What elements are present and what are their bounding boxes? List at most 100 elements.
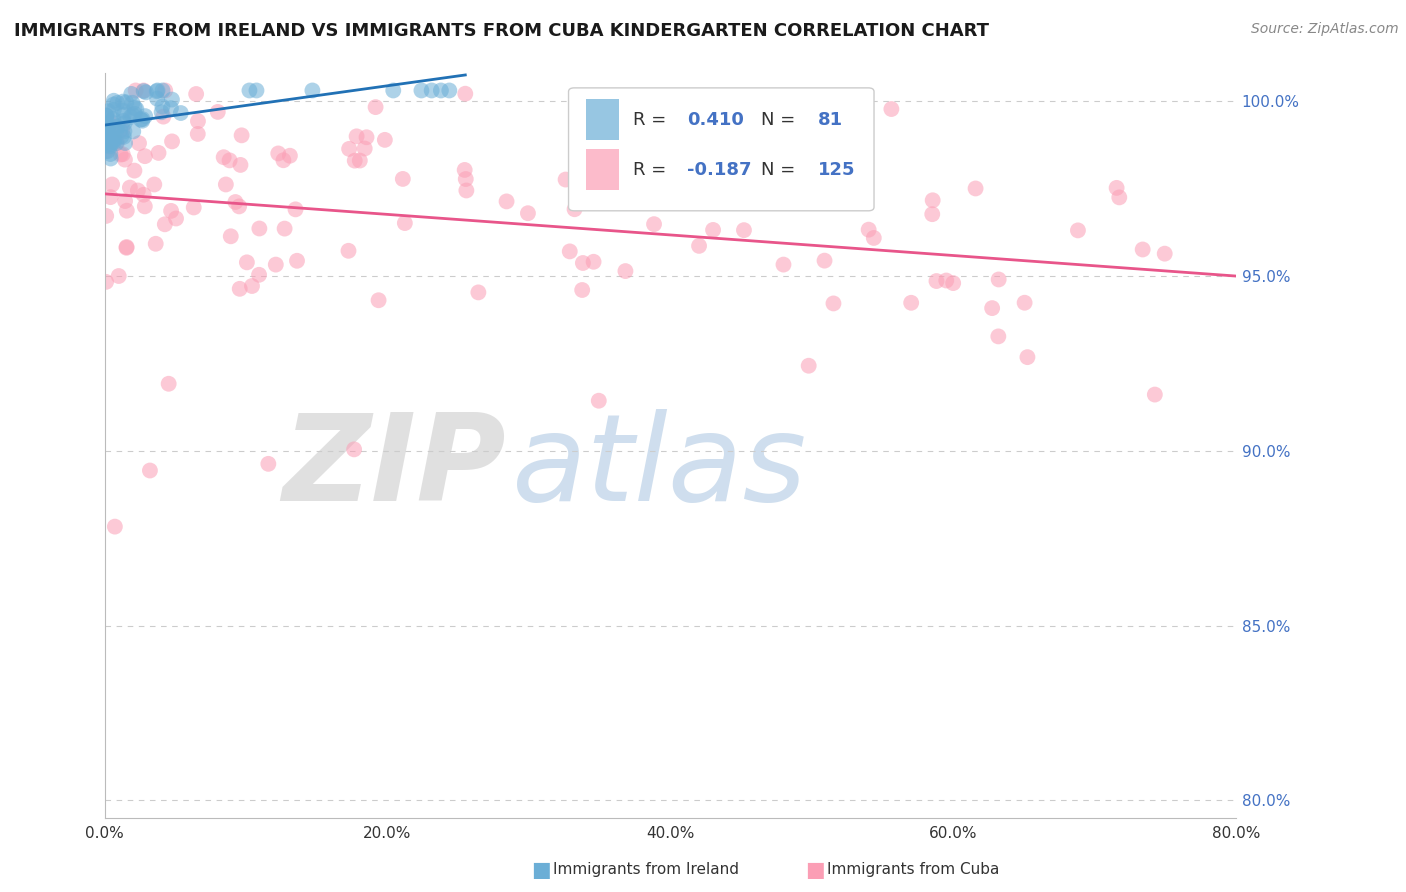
Point [935, 273, 957, 287]
Point [582, 254, 605, 268]
Point [236, 255, 259, 269]
Point [97, 120, 120, 135]
Point [165, 211, 187, 226]
FancyBboxPatch shape [585, 149, 620, 190]
Point [96, 118, 118, 132]
Point [121, 95, 143, 110]
Point [554, 172, 576, 186]
Text: Immigrants from Cuba: Immigrants from Cuba [827, 863, 1000, 877]
Point [110, 123, 132, 137]
Point [965, 181, 987, 195]
Point [125, 102, 148, 116]
Point [1105, 181, 1128, 195]
Point [115, 240, 138, 254]
Point [101, 131, 124, 145]
Point [132, 83, 155, 97]
Point [186, 87, 208, 101]
Text: N =: N = [761, 161, 796, 178]
Point [160, 203, 183, 218]
Point [145, 236, 167, 251]
Point [349, 153, 371, 168]
Point [942, 276, 965, 290]
Point [273, 221, 295, 235]
Point [155, 83, 177, 97]
Point [94, 136, 117, 150]
Point [131, 113, 153, 128]
Point [129, 112, 152, 127]
Point [152, 110, 174, 124]
Point [98, 137, 121, 152]
Point [900, 295, 922, 310]
Point [1153, 246, 1175, 260]
Point [124, 107, 146, 121]
Point [101, 122, 124, 136]
Point [702, 223, 724, 237]
Point [112, 124, 135, 138]
Point [124, 101, 146, 115]
Point [112, 103, 135, 118]
Point [571, 283, 593, 297]
Point [105, 95, 128, 110]
Point [107, 268, 129, 283]
Text: atlas: atlas [512, 409, 807, 526]
Point [157, 376, 180, 391]
Point [858, 222, 880, 236]
Text: Immigrants from Ireland: Immigrants from Ireland [553, 863, 738, 877]
Point [273, 153, 295, 168]
Point [346, 129, 368, 144]
Point [301, 83, 323, 97]
Point [813, 253, 835, 268]
Point [135, 86, 157, 100]
FancyBboxPatch shape [585, 99, 620, 140]
Point [572, 256, 595, 270]
Point [187, 114, 209, 128]
Point [564, 202, 586, 217]
Point [215, 178, 238, 192]
Point [495, 194, 517, 209]
Point [343, 153, 366, 168]
Point [101, 135, 124, 149]
Point [170, 106, 193, 120]
Point [733, 223, 755, 237]
Point [114, 194, 136, 208]
Point [101, 178, 124, 192]
Point [150, 99, 173, 113]
Text: N =: N = [761, 111, 796, 129]
Point [603, 183, 626, 197]
Point [229, 158, 252, 172]
Point [94, 111, 117, 125]
Point [112, 108, 135, 122]
Point [454, 172, 477, 186]
Point [439, 83, 461, 97]
Point [219, 229, 242, 244]
Point [247, 221, 270, 235]
Point [467, 285, 489, 300]
Point [374, 133, 396, 147]
Point [245, 83, 267, 97]
Point [96, 125, 118, 139]
Point [267, 146, 290, 161]
Point [115, 241, 138, 255]
Point [160, 135, 183, 149]
Point [103, 97, 125, 112]
Point [114, 136, 136, 150]
Point [100, 190, 122, 204]
Point [558, 244, 581, 259]
Point [111, 123, 134, 137]
Point [94, 133, 117, 147]
Point [1108, 190, 1130, 204]
Point [456, 184, 478, 198]
Point [453, 163, 475, 178]
Point [862, 231, 884, 245]
Point [150, 105, 173, 120]
Point [762, 167, 785, 181]
Point [981, 301, 1004, 315]
Point [411, 83, 433, 97]
Point [148, 145, 170, 160]
Point [94, 133, 117, 147]
Point [132, 187, 155, 202]
Point [110, 147, 132, 161]
Point [111, 147, 134, 161]
Point [643, 217, 665, 231]
Point [367, 293, 389, 308]
